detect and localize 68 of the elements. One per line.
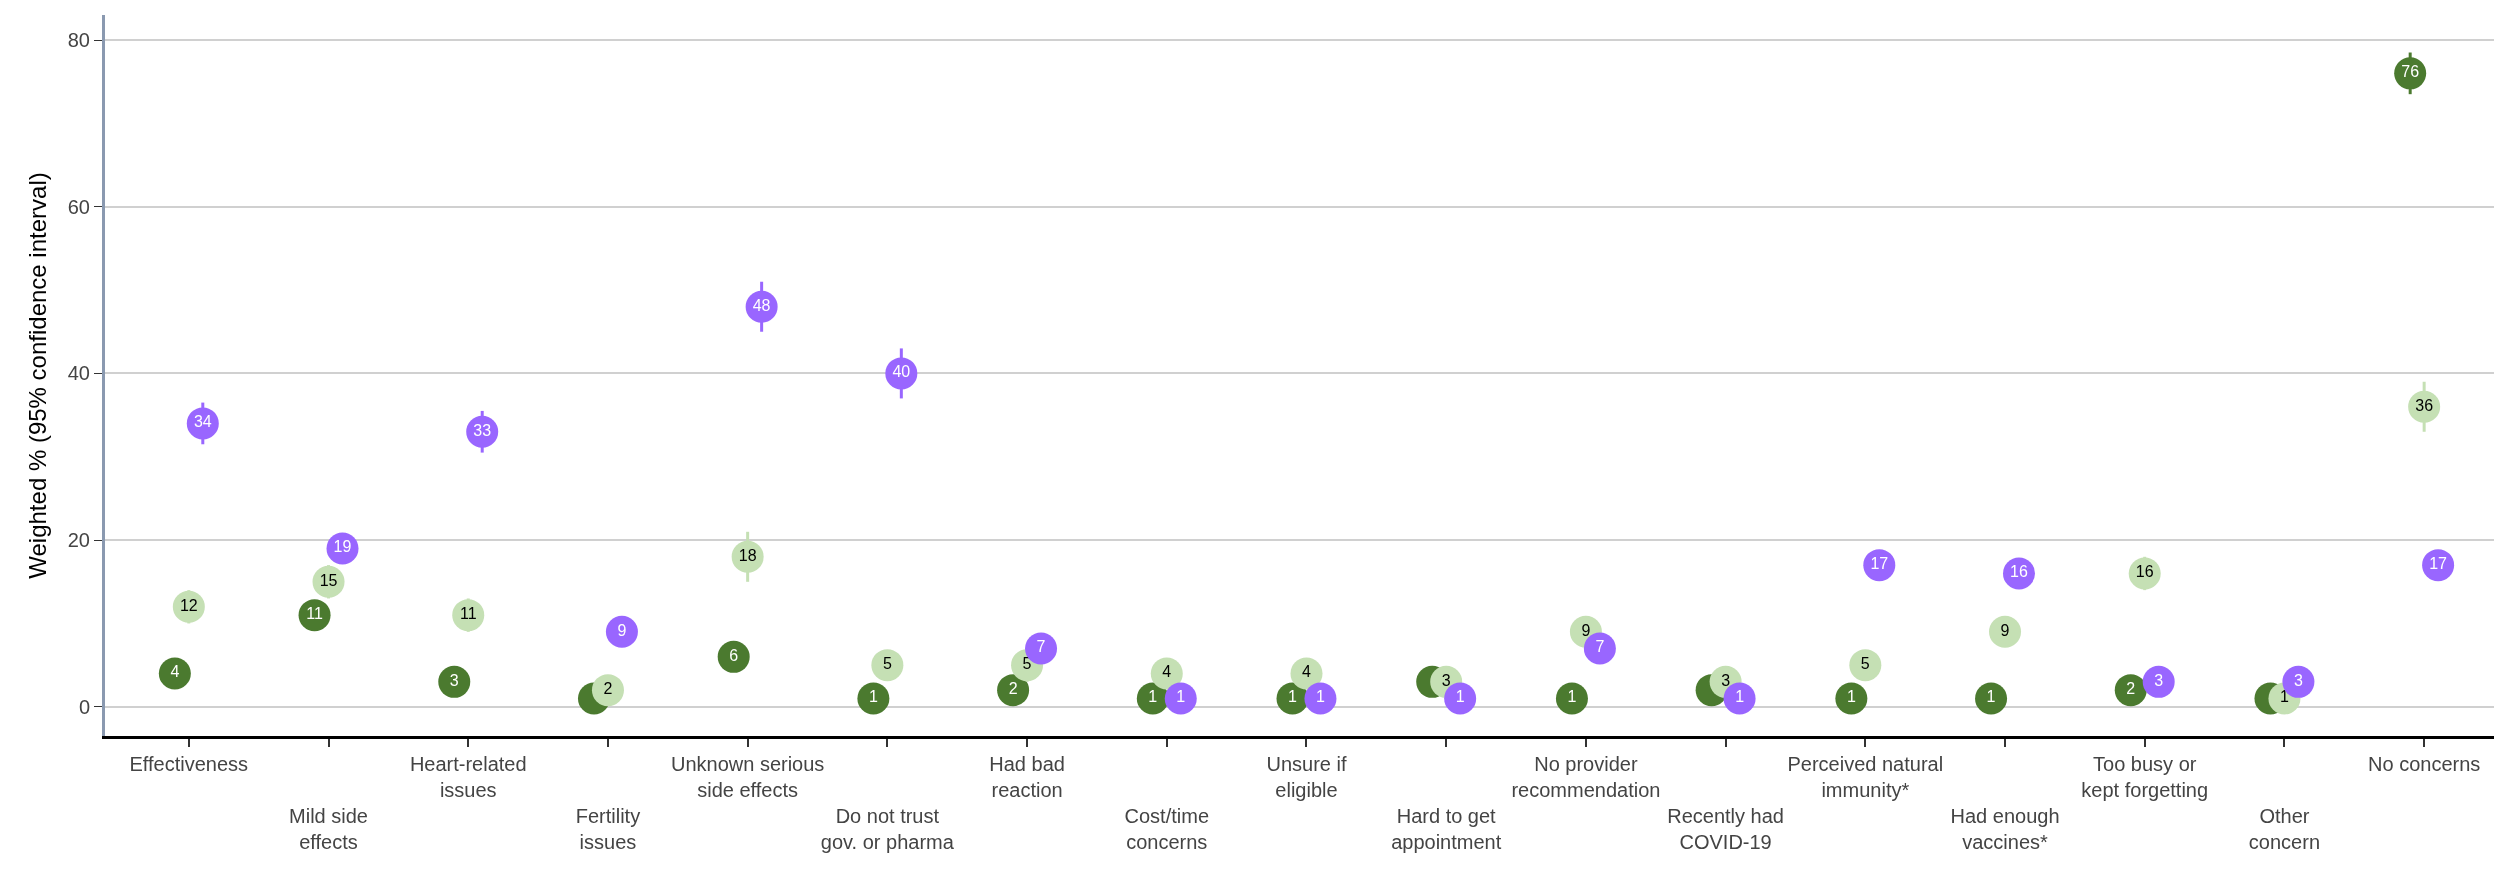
x-tick-label: Unknown serious side effects xyxy=(670,753,825,801)
x-tick-label: Other concern xyxy=(2248,805,2321,853)
data-label: 1 xyxy=(1176,688,1186,706)
x-tick-label: Do not trust gov. or pharma xyxy=(820,805,955,853)
x-tick-label: Had bad reaction xyxy=(989,753,1065,801)
data-label: 2 xyxy=(603,680,613,698)
data-label: 7 xyxy=(1036,638,1046,656)
data-label: 17 xyxy=(2429,555,2448,573)
y-tick-label: 60 xyxy=(67,195,90,218)
data-label: 36 xyxy=(2415,396,2434,414)
x-tick-label: Recently had COVID-19 xyxy=(1667,805,1784,853)
data-label: 1 xyxy=(1986,688,1996,706)
data-label: 16 xyxy=(2135,563,2154,581)
data-label: 1 xyxy=(1148,688,1158,706)
data-label: 4 xyxy=(1162,663,1172,681)
data-label: 3 xyxy=(449,671,459,689)
data-label: 11 xyxy=(306,605,323,623)
y-tick-label: 0 xyxy=(78,695,90,718)
x-tick-label: Heart-related issues xyxy=(409,753,527,801)
data-label: 18 xyxy=(738,546,757,564)
x-tick-label: Perceived natural immunity* xyxy=(1787,753,1944,801)
data-label: 1 xyxy=(1567,688,1577,706)
data-label: 4 xyxy=(1302,663,1312,681)
data-label: 1 xyxy=(1846,688,1856,706)
x-tick-label: Mild side effects xyxy=(289,805,368,853)
data-label: 33 xyxy=(473,421,492,439)
data-label: 16 xyxy=(2010,563,2028,581)
data-label: 76 xyxy=(2401,63,2420,81)
data-label: 34 xyxy=(193,413,212,431)
data-label: 2 xyxy=(1008,680,1018,698)
data-label: 1 xyxy=(1735,688,1745,706)
data-label: 5 xyxy=(1860,655,1870,673)
x-tick-label: No concerns xyxy=(2368,753,2481,775)
y-axis-title: Weighted % (95% confidence interval) xyxy=(23,172,51,579)
data-label: 9 xyxy=(2000,621,2010,639)
y-tick-label: 80 xyxy=(67,29,90,52)
data-label: 9 xyxy=(1581,621,1591,639)
data-label: 4 xyxy=(170,663,180,681)
x-tick-label: Too busy or kept forgetting xyxy=(2081,753,2209,801)
data-label: 5 xyxy=(1022,655,1032,673)
data-label: 1 xyxy=(1455,688,1465,706)
x-tick-label: Had enough vaccines* xyxy=(1950,805,2060,853)
data-label: 48 xyxy=(752,296,771,314)
data-label: 1 xyxy=(1316,688,1326,706)
data-label: 3 xyxy=(1721,671,1731,689)
data-label: 40 xyxy=(892,363,911,381)
data-label: 11 xyxy=(459,605,477,623)
data-label: 19 xyxy=(333,538,352,556)
data-label: 3 xyxy=(1441,671,1451,689)
data-label: 3 xyxy=(2293,671,2303,689)
x-tick-label: Effectiveness xyxy=(129,753,249,775)
data-label: 5 xyxy=(882,655,892,673)
data-label: 1 xyxy=(1288,688,1298,706)
x-tick-label: Hard to get appointment xyxy=(1391,805,1502,853)
data-label: 3 xyxy=(2154,671,2164,689)
data-label: 1 xyxy=(868,688,878,706)
data-label: 6 xyxy=(729,646,739,664)
y-tick-label: 40 xyxy=(67,362,90,385)
data-label: 9 xyxy=(617,621,627,639)
data-label: 17 xyxy=(1870,555,1889,573)
x-tick-label: Fertility issues xyxy=(575,805,641,853)
data-label: 2 xyxy=(2126,680,2136,698)
data-label: 7 xyxy=(1595,638,1605,656)
y-tick-label: 20 xyxy=(67,529,90,552)
x-tick-label: Cost/time concerns xyxy=(1124,805,1210,853)
x-tick-label: Unsure if eligible xyxy=(1266,753,1347,801)
x-tick-label: No provider recommendation xyxy=(1511,753,1661,801)
data-label: 1 xyxy=(2279,688,2289,706)
